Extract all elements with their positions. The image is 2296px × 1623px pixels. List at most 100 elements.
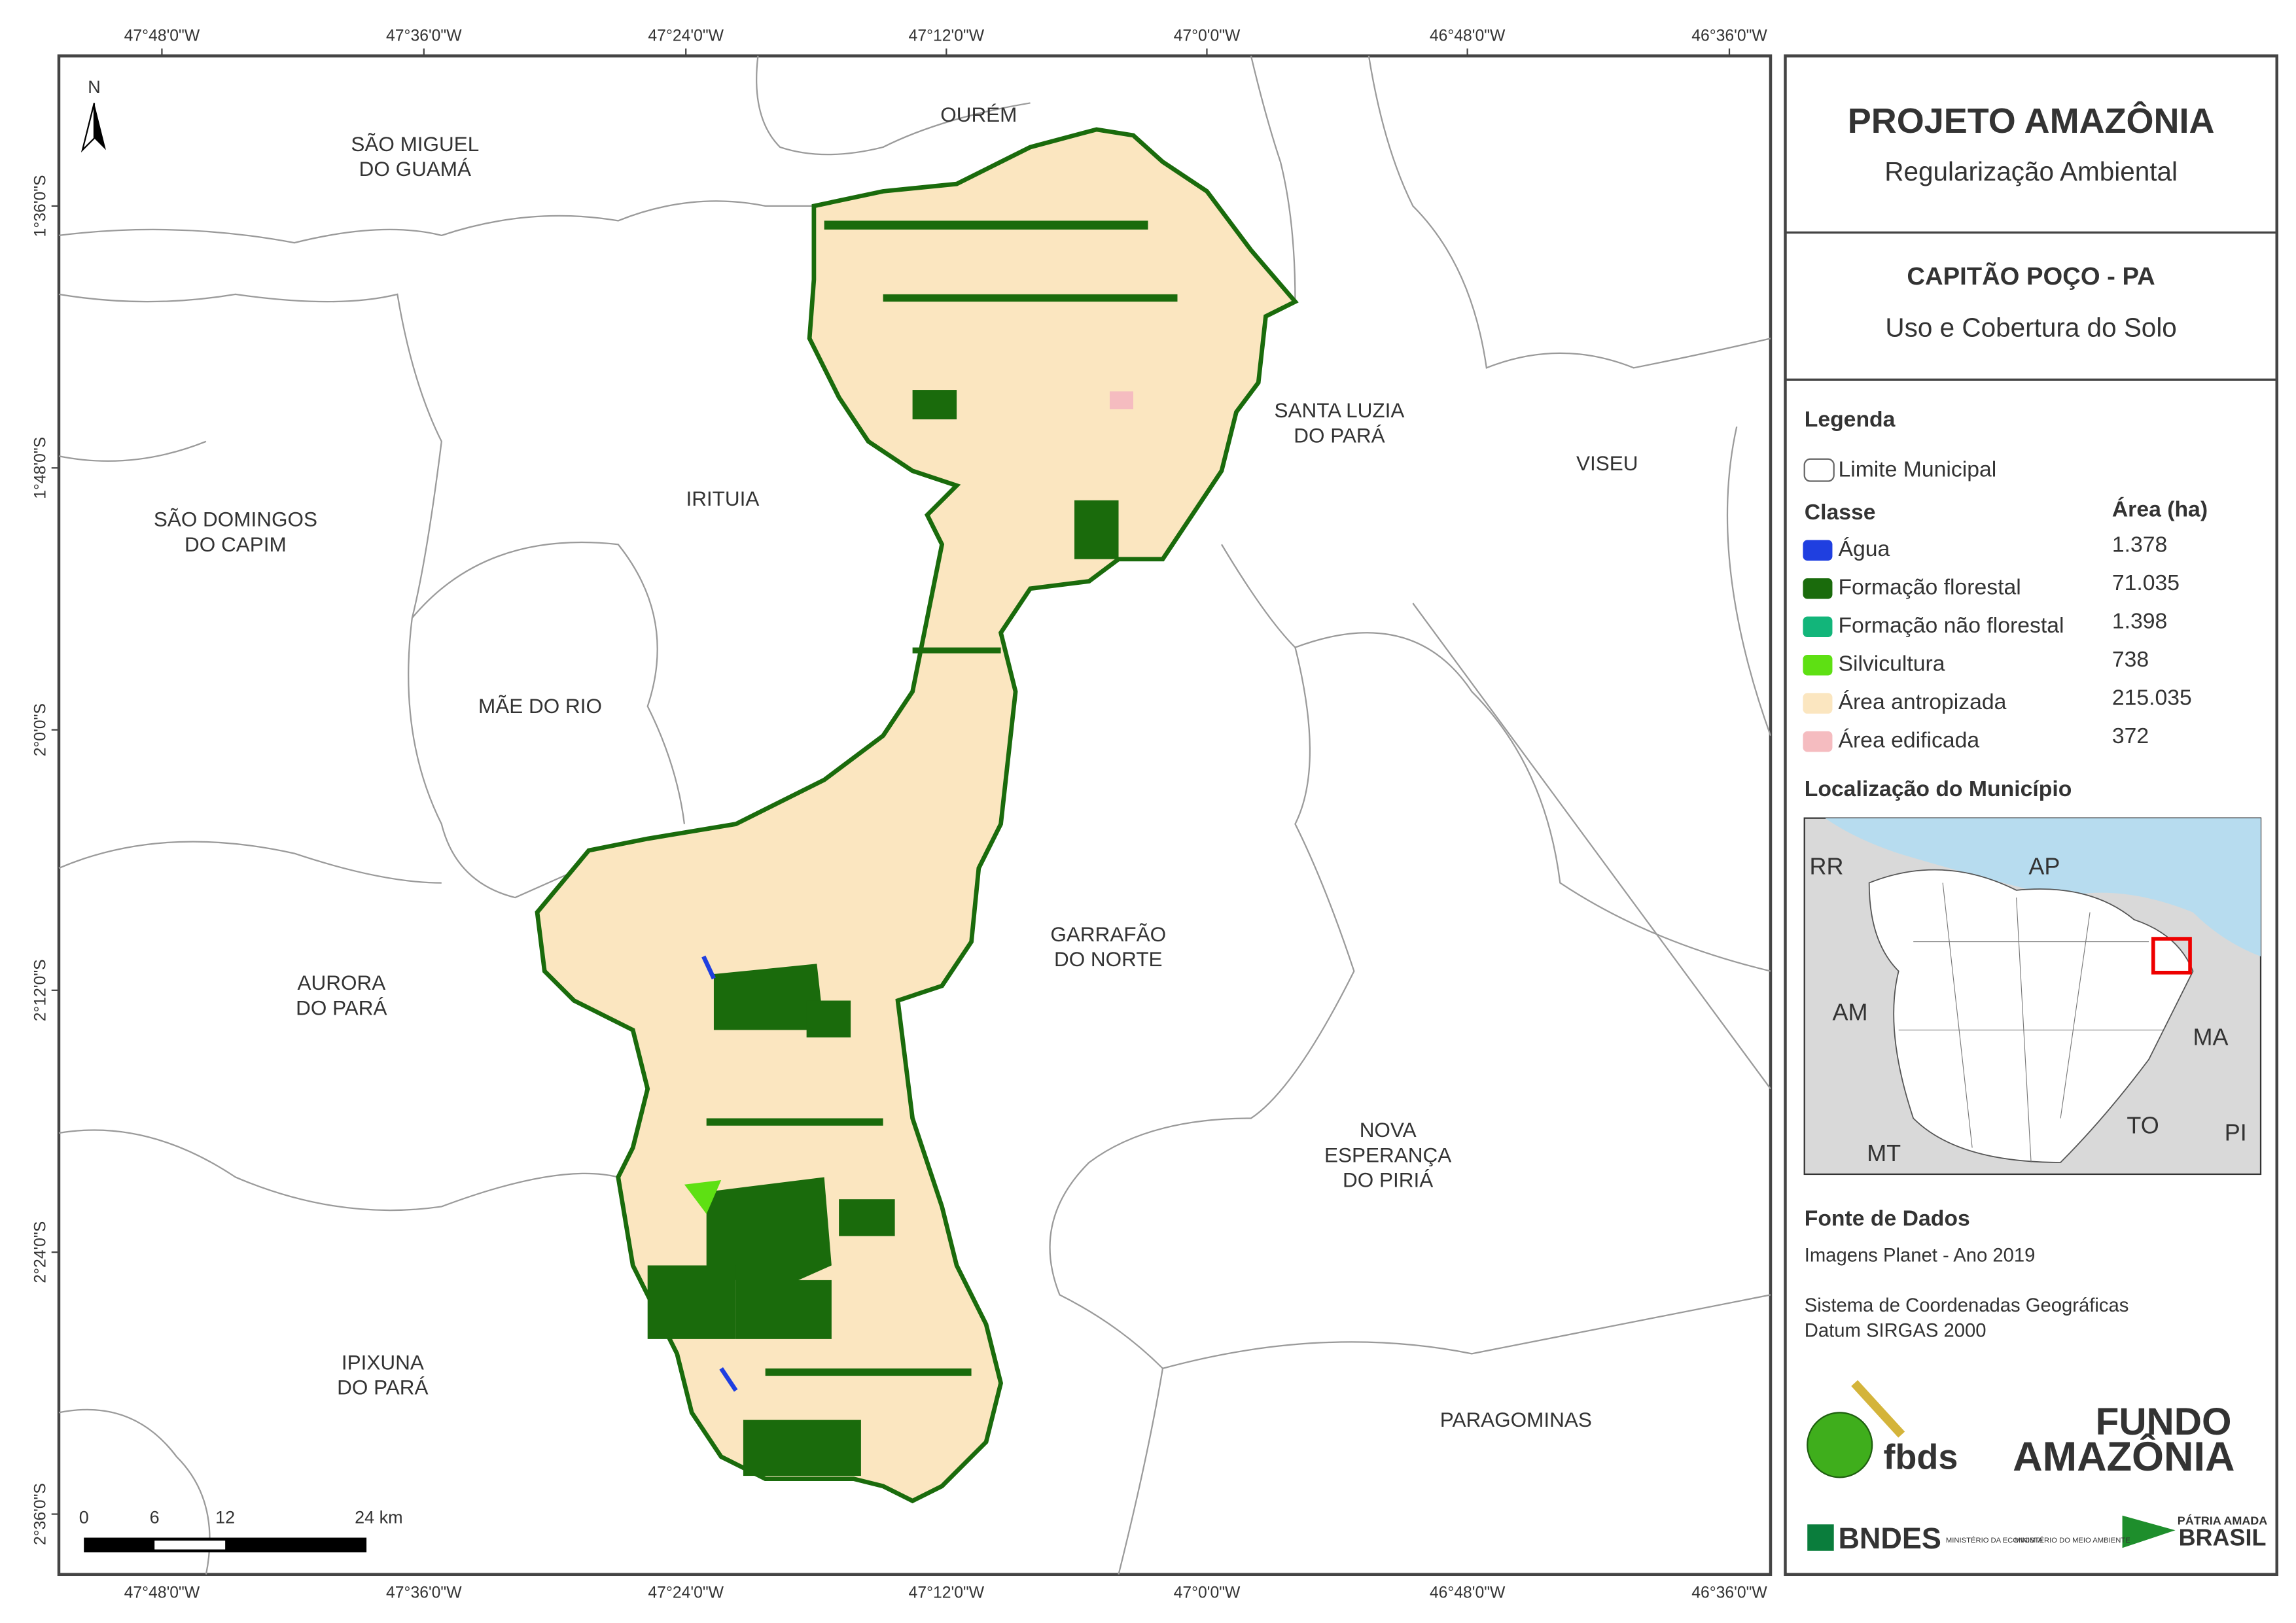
latitude-label: 1°36'0"S [32,175,50,237]
sources-title: Fonte de Dados [1805,1206,1970,1231]
scale-label: 6 [150,1507,160,1527]
legend-swatch [1803,616,1833,637]
place-label: DO PIRIÁ [1343,1168,1433,1192]
longitude-label: 46°36'0"W [1691,1584,1767,1602]
source-line: Datum SIRGAS 2000 [1805,1320,1987,1341]
scale-label: 0 [79,1507,89,1527]
legend-area: 1.398 [2112,608,2167,633]
silviculture-patch [684,1179,722,1214]
urban-patch [1110,391,1134,410]
place-label: NOVA [1360,1118,1417,1142]
place-label: GARRAFÃO [1050,922,1166,946]
place-label: IRITUIA [686,487,759,510]
legend-label: Formação não florestal [1838,613,2064,638]
longitude-label: 47°36'0"W [386,1584,462,1602]
scale-label: 12 [215,1507,235,1527]
location-inset [1803,817,2262,1176]
north-arrow [94,103,106,150]
location-title: Localização do Município [1805,777,2072,801]
title: PROJETO AMAZÔNIA [1848,101,2215,141]
logo-text: BNDES [1838,1522,1941,1555]
legend-boundary: Limite Municipal [1838,457,1996,482]
place-label: DO PARÁ [296,996,387,1019]
legend-area: 1.378 [2112,532,2167,557]
state-label: PI [2225,1119,2247,1146]
longitude-label: 46°36'0"W [1691,27,1767,45]
state-label: RR [1809,853,1843,880]
place-label: OURÉM [940,103,1017,126]
state-label: AM [1832,998,1867,1025]
state-label: TO [2127,1111,2159,1138]
longitude-label: 47°48'0"W [124,1584,200,1602]
panel [1784,54,2279,1577]
logo-text: AMAZÔNIA [2013,1433,2234,1480]
legend-label: Formação florestal [1838,575,2021,600]
north-arrow [80,103,96,153]
source-line: Imagens Planet - Ano 2019 [1805,1246,2036,1266]
longitude-label: 47°0'0"W [1174,27,1241,45]
legend-swatch [1803,540,1833,561]
legend-swatch [1803,654,1833,676]
latitude-label: 2°0'0"S [32,703,50,756]
legend-title: Legenda [1805,407,1896,432]
place-label: DO CAPIM [185,532,287,556]
place-label: DO GUAMÁ [359,157,471,181]
place-label: AURORA [297,971,385,994]
longitude-label: 46°48'0"W [1430,27,1506,45]
state-label: AP [2028,853,2060,880]
subtitle: Regularização Ambiental [1884,156,2178,186]
place-label: DO PARÁ [1294,423,1385,447]
place-label: IPIXUNA [342,1350,424,1374]
logo-text: MINISTÉRIO DO MEIO AMBIENTE [2014,1536,2130,1544]
source-line: Sistema de Coordenadas Geográficas [1805,1295,2129,1316]
place-label: SANTA LUZIA [1274,398,1404,422]
latitude-label: 1°48'0"S [32,437,50,499]
latitude-label: 2°36'0"S [32,1483,50,1545]
boundary-swatch [1803,458,1835,482]
place-label: MÃE DO RIO [478,694,602,718]
legend-swatch [1803,731,1833,752]
place-label: SÃO MIGUEL [351,132,479,156]
legend-swatch [1803,693,1833,714]
legend-label: Água [1838,536,1890,561]
legend-area: 215.035 [2112,685,2192,710]
longitude-label: 47°12'0"W [909,27,985,45]
latitude-label: 2°24'0"S [32,1221,50,1283]
municipality: CAPITÃO POÇO - PA [1907,262,2155,290]
legend-label: Silvicultura [1838,652,1945,676]
forest-patches [647,220,1178,1476]
longitude-label: 46°48'0"W [1430,1584,1506,1602]
state-label: MT [1867,1140,1901,1166]
longitude-label: 47°24'0"W [648,27,724,45]
longitude-label: 47°48'0"W [124,27,200,45]
area-header: Área (ha) [2112,497,2208,521]
scale-label: 24 km [355,1507,402,1527]
theme: Uso e Cobertura do Solo [1885,313,2176,343]
legend-label: Área antropizada [1838,689,2006,714]
state-label: MA [2193,1024,2229,1051]
north-label: N [88,77,101,97]
scale-bar [154,1541,226,1550]
map-frame [57,54,1773,1577]
longitude-label: 47°0'0"W [1174,1584,1241,1602]
logo-text: fbds [1883,1438,1958,1477]
municipality-area [535,127,1299,1504]
longitude-label: 47°12'0"W [909,1584,985,1602]
logo-text: PÁTRIA AMADA [2178,1514,2268,1527]
logo-text: FUNDO [2096,1401,2232,1443]
logos [1807,1380,2176,1551]
legend-area: 738 [2112,647,2149,672]
place-label: SÃO DOMINGOS [154,508,317,531]
place-label: DO PARÁ [337,1376,428,1399]
legend-area: 71.035 [2112,570,2180,595]
place-label: PARAGOMINAS [1440,1408,1592,1431]
longitude-label: 47°36'0"W [386,27,462,45]
logo-text: BRASIL [2179,1524,2267,1550]
longitude-label: 47°24'0"W [648,1584,724,1602]
place-label: VISEU [1576,451,1638,475]
logo-text: MINISTÉRIO DA ECONOMIA [1946,1536,2043,1544]
legend-area: 372 [2112,724,2149,748]
water-patch [701,955,738,1392]
